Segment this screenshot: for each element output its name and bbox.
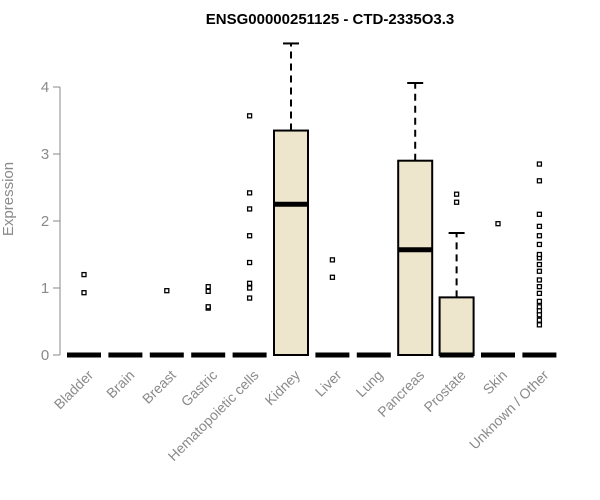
box-group	[232, 113, 267, 358]
outlier-point	[536, 223, 543, 230]
outlier-point	[536, 277, 543, 283]
box-rect	[273, 129, 309, 356]
outlier-point	[205, 304, 211, 310]
x-tick-label: Brain	[103, 367, 137, 401]
x-tick-label: Breast	[139, 367, 179, 407]
outlier-point	[536, 290, 543, 297]
y-axis-label: Expression	[0, 162, 17, 236]
y-axis: 0 1 2 3 4	[41, 79, 61, 364]
outlier-point	[453, 199, 460, 205]
outlier-point	[536, 317, 543, 323]
box-group	[273, 42, 309, 356]
outlier-point	[81, 290, 87, 296]
box-rect	[397, 159, 434, 356]
outlier-point	[246, 280, 253, 286]
box-group	[191, 284, 226, 358]
outlier-point	[536, 284, 543, 290]
x-tick-label: Liver	[312, 367, 345, 400]
outlier-point	[164, 288, 170, 294]
x-tick-label: Bladder	[51, 367, 97, 413]
outlier-point	[536, 233, 543, 239]
x-tick-label: Prostate	[421, 367, 469, 415]
outlier-point	[329, 274, 336, 280]
x-tick-label: Lung	[353, 367, 386, 400]
outlier-point	[246, 206, 253, 212]
y-tick-label: 1	[41, 280, 49, 297]
x-tick-label: Unknown / Other	[466, 367, 552, 453]
y-tick-label: 4	[41, 79, 49, 96]
outlier-point	[453, 191, 460, 197]
outlier-point	[536, 298, 543, 305]
outlier-point	[246, 113, 253, 119]
outlier-point	[536, 322, 543, 328]
outlier-point	[536, 304, 543, 310]
outlier-point	[205, 288, 211, 295]
outlier-point	[495, 221, 501, 227]
x-tick-label: Skin	[480, 367, 511, 398]
box-group	[438, 191, 475, 358]
outlier-point	[329, 257, 336, 263]
chart-title: ENSG00000251125 - CTD-2335O3.3	[206, 11, 455, 28]
box-group	[149, 288, 184, 358]
outlier-point	[246, 190, 253, 196]
outlier-point	[536, 178, 543, 184]
box-group	[67, 271, 101, 358]
box-group	[522, 161, 557, 358]
y-tick-label: 2	[41, 213, 49, 230]
x-tick-label: Kidney	[262, 367, 304, 409]
outlier-point	[246, 285, 253, 291]
outlier-point	[536, 261, 543, 268]
y-tick-label: 3	[41, 146, 49, 163]
outlier-point	[81, 271, 87, 278]
y-tick-label: 0	[41, 347, 49, 364]
outlier-point	[536, 161, 543, 167]
box-group	[315, 257, 350, 358]
outlier-point	[536, 268, 543, 274]
outlier-point	[536, 211, 543, 217]
outlier-point	[536, 241, 543, 248]
box-group	[481, 221, 515, 358]
box-rect	[438, 296, 475, 357]
box-group	[397, 81, 434, 356]
outlier-point	[246, 259, 253, 266]
plot-area	[67, 42, 557, 358]
outlier-point	[536, 251, 543, 258]
outlier-point	[246, 233, 253, 239]
outlier-point	[246, 295, 253, 301]
outlier-point	[205, 284, 211, 290]
